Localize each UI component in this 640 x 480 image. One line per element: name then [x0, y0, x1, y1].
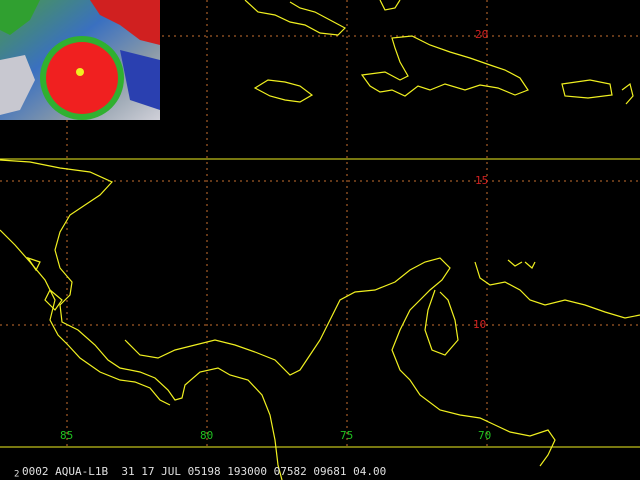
maracaibo-coast: [424, 289, 459, 356]
lon-label: 80: [200, 429, 213, 442]
inset-cloud: [90, 0, 160, 45]
hispaniola-coast: [360, 35, 529, 97]
lon-label: 85: [60, 429, 73, 442]
status-line: 0002 AQUA-L1B 31 17 JUL 05198 193000 075…: [22, 465, 386, 478]
inset-cloud: [0, 0, 40, 35]
puerto-rico-coast: [561, 79, 613, 99]
inset-eye: [76, 68, 84, 76]
cuba-east-coast: [379, 0, 401, 11]
cuba-coast: [244, 0, 346, 36]
island-outline: [524, 261, 536, 269]
small-island: [621, 82, 634, 105]
inset-cloud: [120, 50, 160, 110]
inset-cloud: [0, 55, 35, 115]
lat-label: 15: [475, 174, 488, 187]
lake-outline: [44, 289, 63, 311]
panama-coast: [124, 257, 556, 467]
lake-outline: [26, 256, 41, 272]
graticule: [0, 0, 640, 448]
lat-label: 20: [475, 28, 488, 41]
jamaica-coast: [253, 79, 314, 103]
lon-label: 75: [340, 429, 353, 442]
lat-label: 10: [473, 318, 486, 331]
frame-number: 2: [14, 470, 19, 480]
venezuela-coast: [474, 261, 640, 319]
central-america-coast: [0, 159, 283, 480]
inset-image: [0, 0, 160, 120]
lon-label: 70: [478, 429, 491, 442]
inset-storm: [46, 42, 118, 114]
island-outline: [507, 259, 523, 267]
